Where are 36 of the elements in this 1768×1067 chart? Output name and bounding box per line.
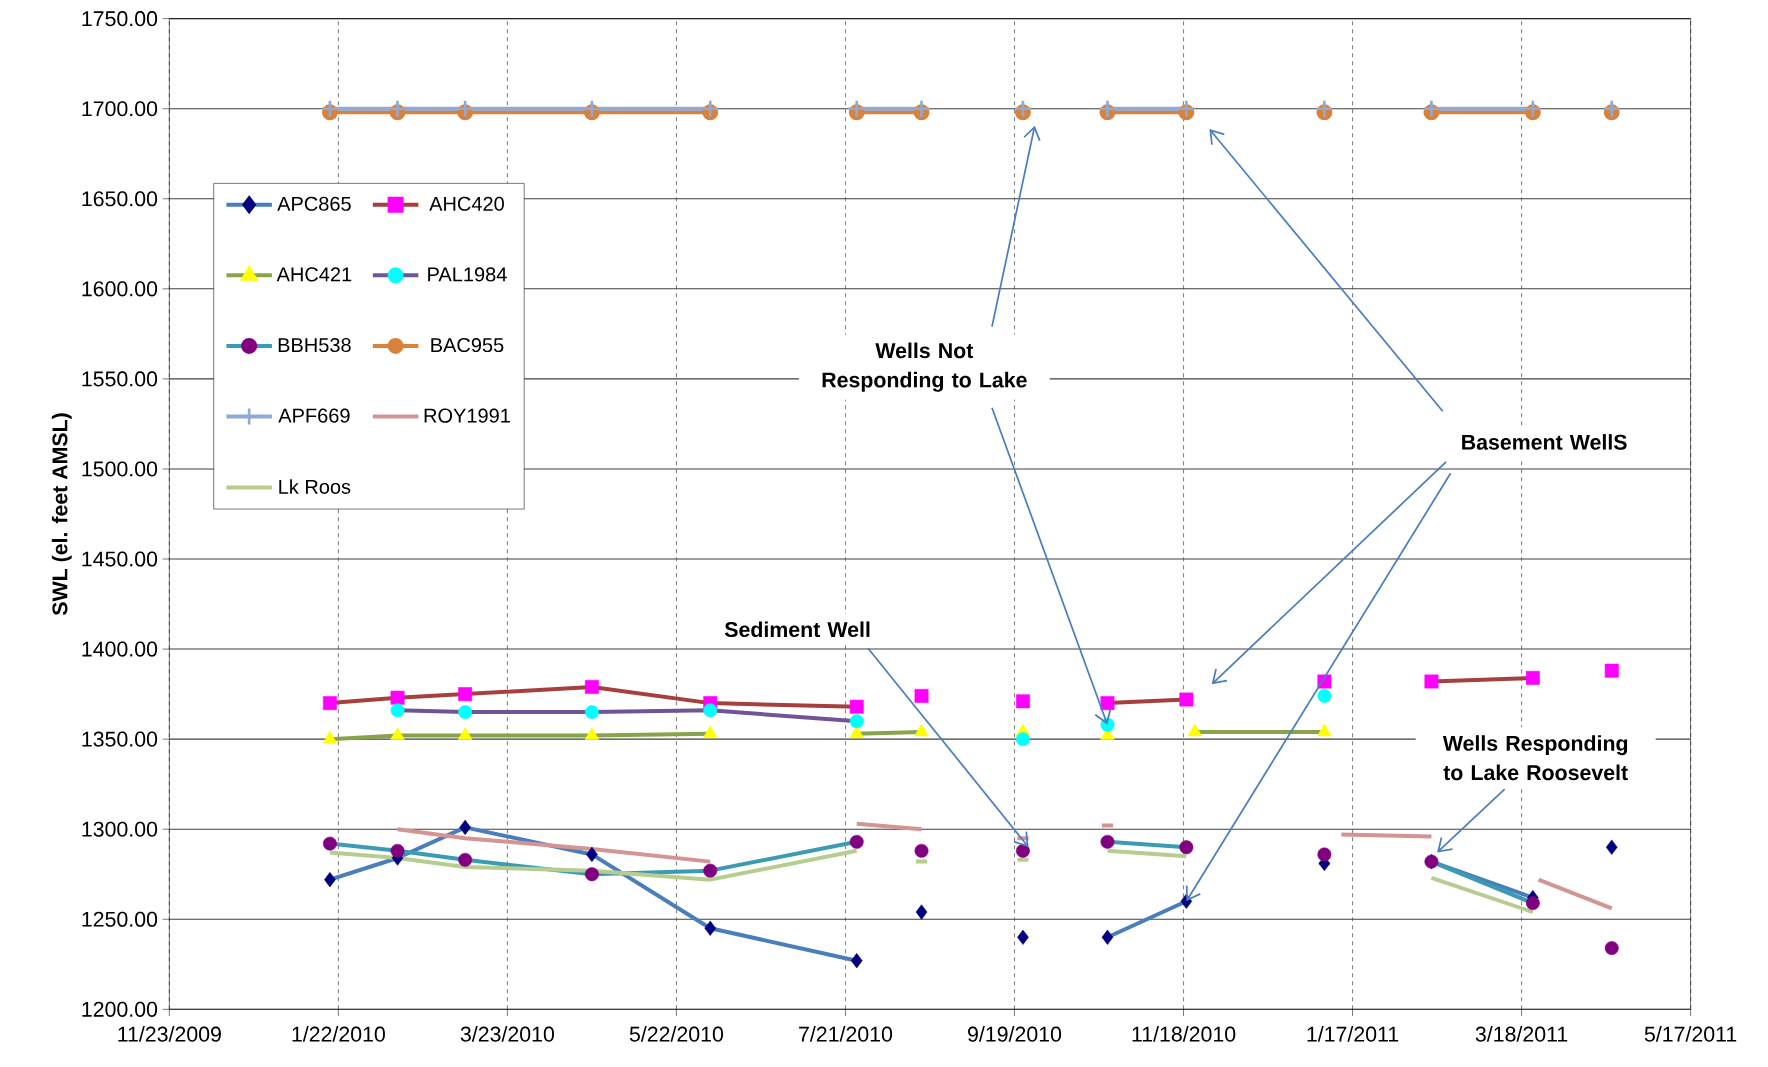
x-tick-label: 5/17/2011: [1644, 1026, 1737, 1042]
y-tick-label: 1550.00: [82, 371, 158, 387]
legend-label: Lk Roos: [279, 479, 351, 495]
legend-label: PAL1984: [428, 267, 507, 282]
y-tick-label: 1450.00: [82, 551, 158, 567]
annotation: Basement WellS: [1462, 434, 1627, 450]
legend-label: APF669: [278, 408, 350, 423]
x-tick-label: 1/17/2011: [1307, 1026, 1399, 1042]
y-tick-label: 1350.00: [82, 731, 158, 747]
x-tick-label: 7/21/2010: [799, 1026, 893, 1042]
y-axis-title: SWL (el. feet AMSL): [51, 413, 72, 616]
legend-label: ROY1991: [424, 408, 510, 423]
x-tick-label: 5/22/2010: [629, 1026, 724, 1042]
annotation: Wells Not Responding to Lake: [822, 342, 1027, 393]
legend-label: BAC955: [431, 338, 504, 353]
legend-label: AHC421: [276, 267, 352, 282]
legend-label: BBH538: [278, 338, 351, 353]
x-tick-label: 3/23/2010: [460, 1026, 554, 1042]
y-tick-label: 1500.00: [82, 461, 158, 477]
y-tick-label: 1650.00: [82, 191, 158, 207]
y-tick-label: 1600.00: [82, 281, 158, 297]
y-tick-label: 1300.00: [82, 821, 158, 837]
annotation: Sediment Well: [724, 621, 870, 638]
legend-label: APC865: [277, 196, 351, 212]
x-tick-label: 9/19/2010: [968, 1026, 1062, 1042]
x-tick-label: 11/18/2010: [1132, 1026, 1236, 1042]
y-tick-label: 1700.00: [82, 101, 158, 117]
x-tick-label: 11/23/2009: [118, 1026, 221, 1042]
x-tick-label: 3/18/2011: [1475, 1026, 1568, 1042]
y-tick-label: 1250.00: [82, 911, 158, 927]
y-tick-label: 1750.00: [82, 11, 158, 27]
annotation: Wells Responding to Lake Roosevelt: [1442, 735, 1628, 781]
x-tick-label: 1/22/2010: [292, 1026, 385, 1042]
y-tick-label: 1200.00: [82, 1001, 158, 1018]
legend-label: AHC420: [429, 196, 504, 212]
y-tick-label: 1400.00: [82, 641, 158, 657]
